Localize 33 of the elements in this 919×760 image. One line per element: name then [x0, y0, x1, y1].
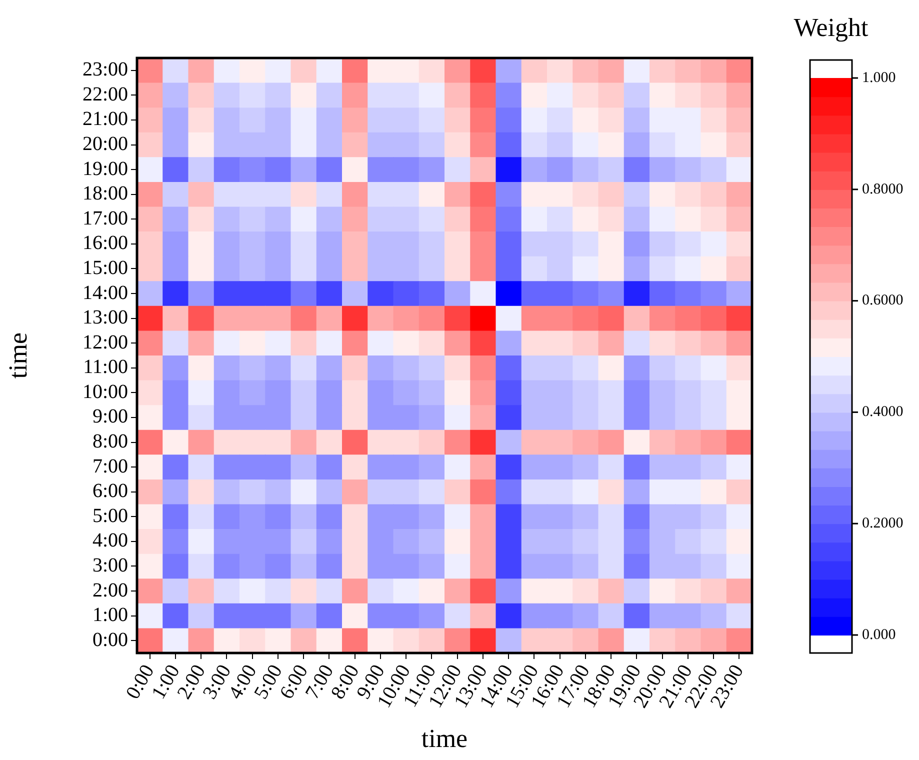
- y-tick-label: 4:00: [92, 530, 128, 552]
- y-tick-label: 1:00: [92, 604, 128, 626]
- color-bar-label: 0.6000: [862, 292, 904, 309]
- y-tick-label: 2:00: [92, 579, 128, 602]
- x-axis-title: time: [421, 724, 468, 754]
- y-tick-label: 16:00: [82, 232, 128, 254]
- color-bar-label: 0.2000: [862, 516, 904, 532]
- y-tick-label: 9:00: [92, 406, 128, 428]
- y-tick-label: 14:00: [82, 282, 128, 304]
- color-bar-title: Weight: [794, 13, 869, 42]
- color-bar-label: 0.4000: [862, 404, 904, 420]
- color-bar-label: 0.8000: [862, 181, 904, 198]
- y-tick-label: 11:00: [83, 356, 128, 378]
- y-tick-label: 18:00: [82, 182, 128, 205]
- y-tick-label: 12:00: [82, 331, 128, 354]
- y-tick-label: 20:00: [82, 133, 128, 156]
- y-tick-label: 3:00: [92, 554, 128, 576]
- y-tick-label: 22:00: [82, 83, 128, 106]
- y-tick-label: 10:00: [82, 380, 128, 403]
- color-bar-label: 0.000: [862, 626, 896, 643]
- y-axis-title: time: [3, 332, 32, 379]
- y-tick-label: 6:00: [92, 480, 128, 502]
- y-tick-label: 19:00: [82, 158, 128, 180]
- y-tick-label: 21:00: [82, 108, 128, 130]
- y-tick-label: 7:00: [92, 455, 128, 478]
- y-tick-label: 13:00: [82, 306, 128, 329]
- y-tick-label: 8:00: [92, 430, 128, 453]
- y-tick-label: 23:00: [82, 58, 128, 81]
- y-tick-label: 0:00: [92, 628, 128, 651]
- color-bar-label: 1.000: [862, 70, 896, 86]
- y-tick-label: 5:00: [92, 504, 128, 527]
- y-tick-label: 17:00: [82, 207, 128, 230]
- y-tick-label: 15:00: [82, 256, 128, 279]
